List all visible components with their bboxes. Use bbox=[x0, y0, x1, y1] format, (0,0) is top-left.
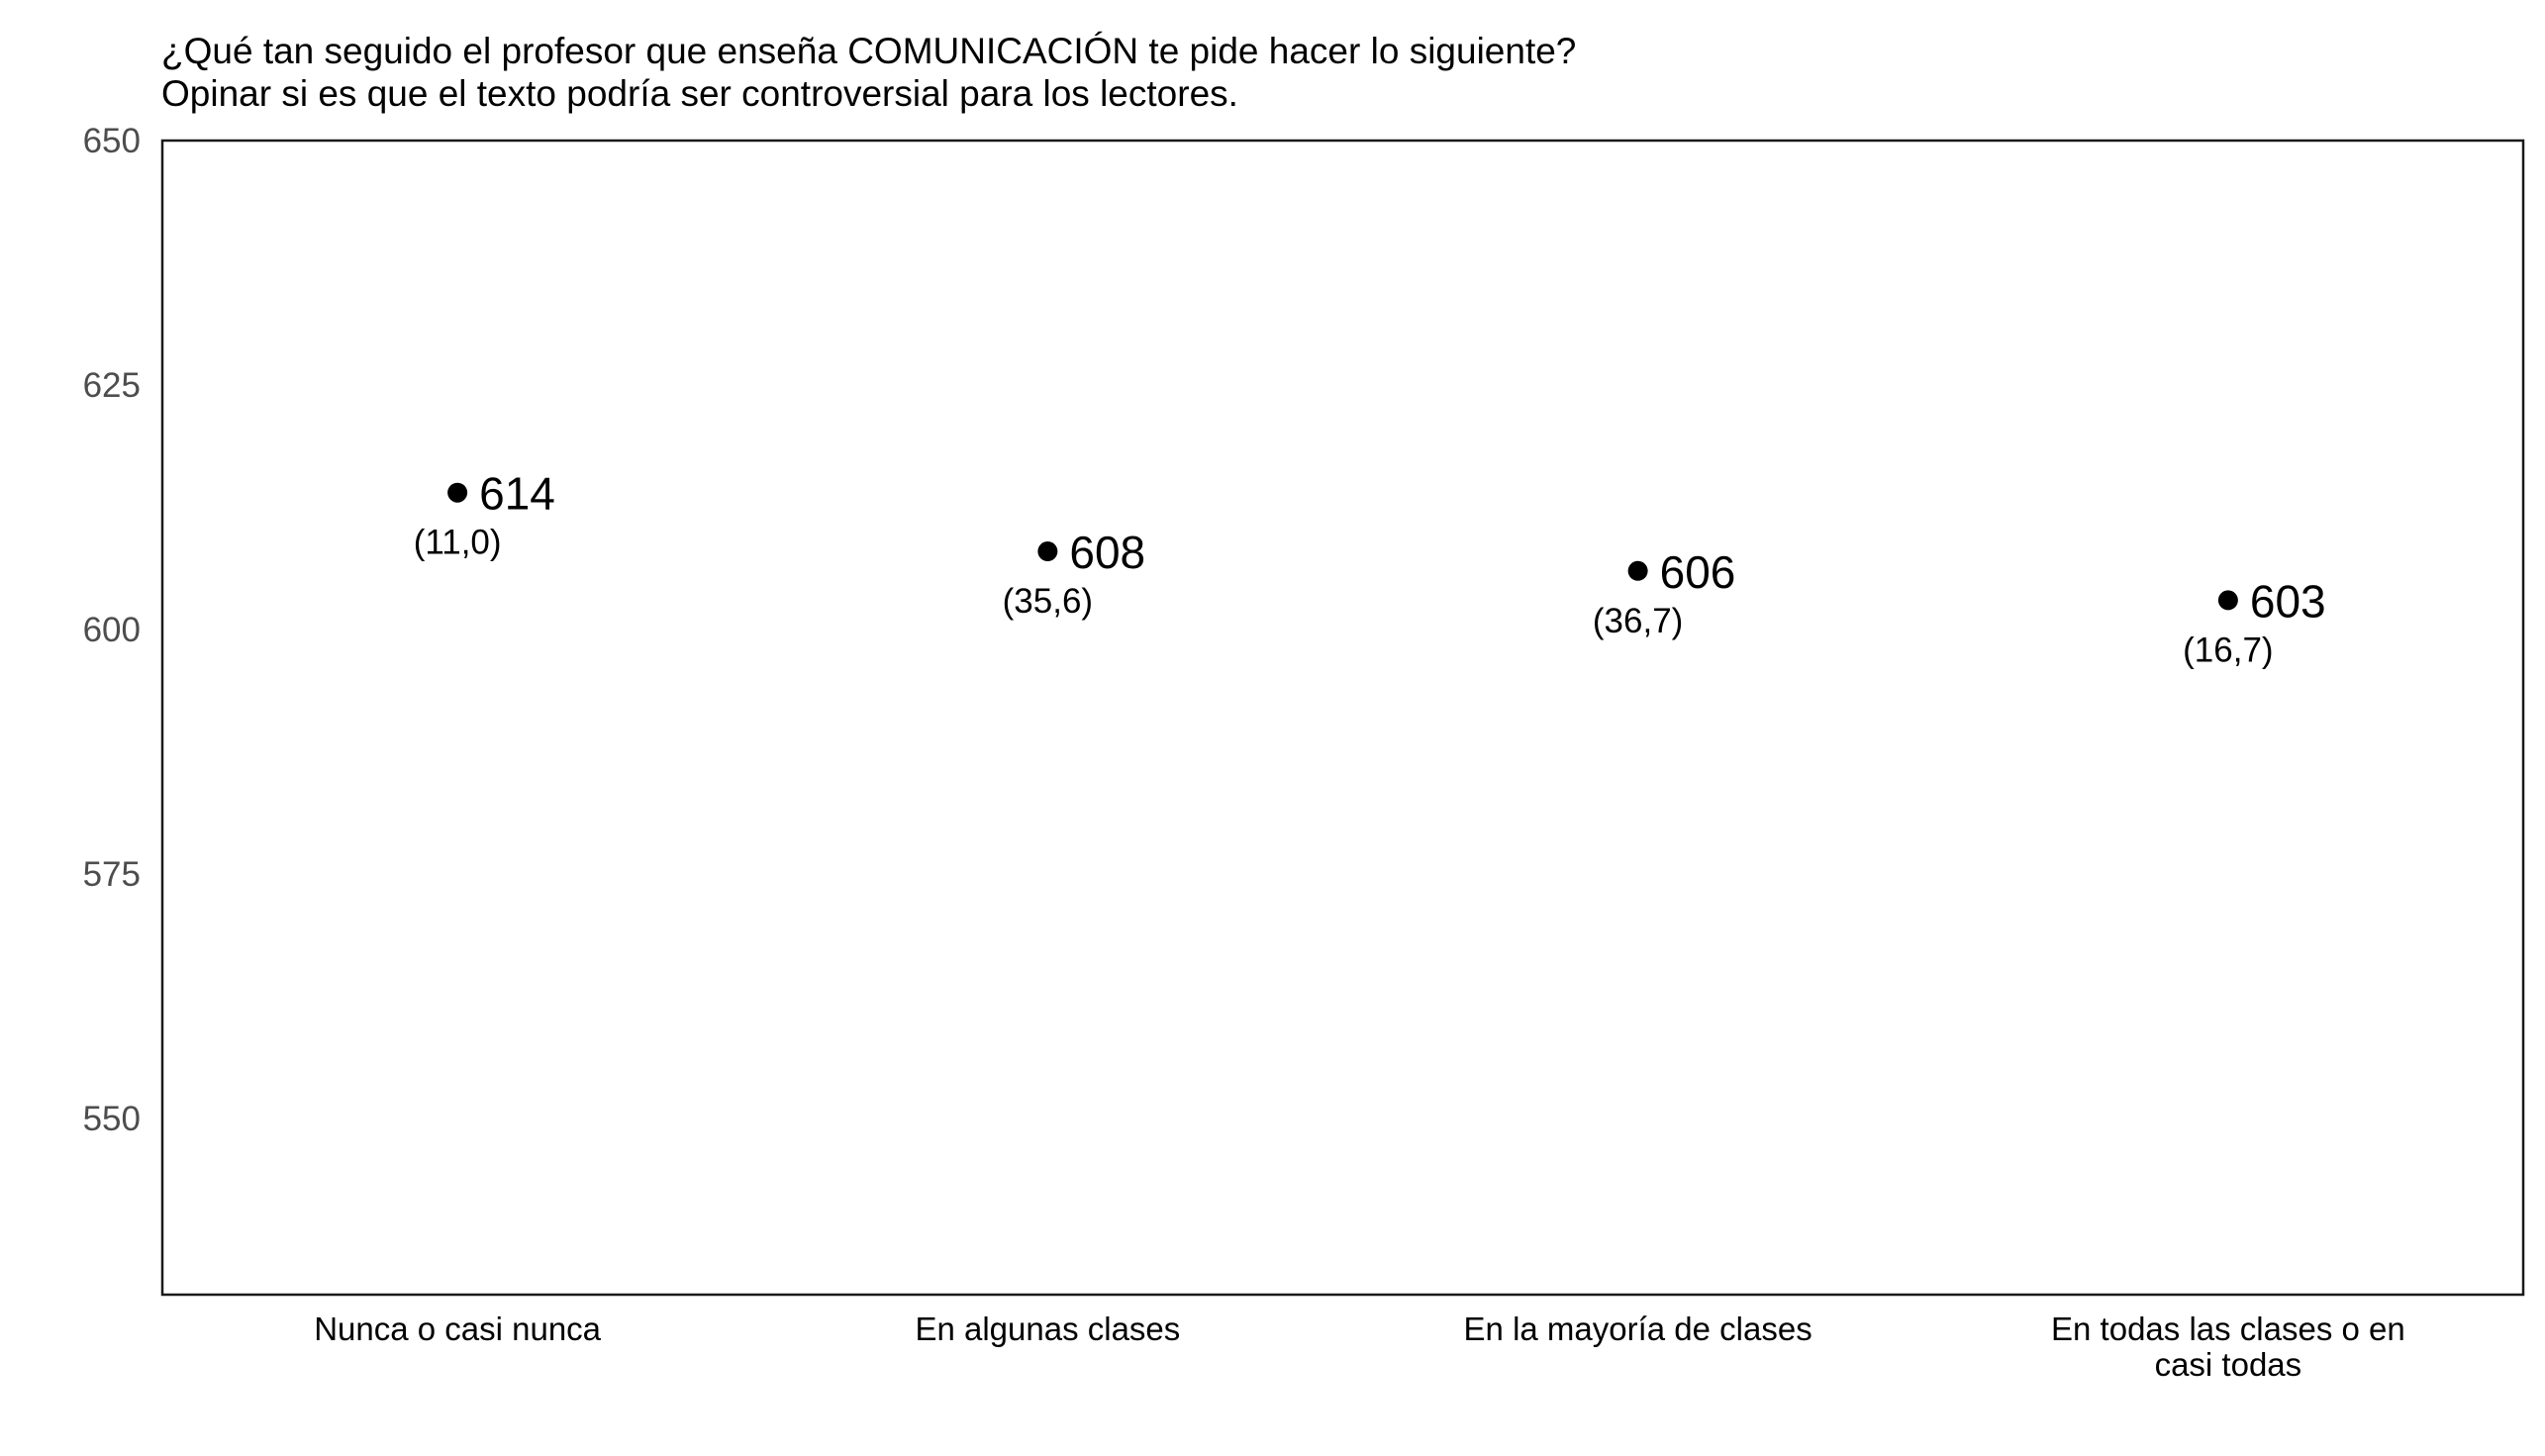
x-tick-label: En todas las clases o en casi todas bbox=[2051, 1310, 2405, 1383]
x-tick-label: Nunca o casi nunca bbox=[314, 1310, 601, 1347]
y-tick-label: 575 bbox=[83, 855, 141, 894]
x-tick-label-line: Nunca o casi nunca bbox=[314, 1310, 601, 1347]
x-tick-label-line: casi todas bbox=[2155, 1346, 2302, 1383]
percent-label: (36,7) bbox=[1593, 602, 1683, 640]
y-tick-label: 650 bbox=[83, 122, 141, 160]
chart-title: ¿Qué tan seguido el profesor que enseña … bbox=[161, 31, 1576, 71]
percent-label: (16,7) bbox=[2183, 631, 2273, 669]
data-point bbox=[1627, 560, 1648, 581]
x-axis: Nunca o casi nunca En algunas clases En la… bbox=[314, 1310, 2405, 1383]
data-label: 603 bbox=[2250, 575, 2326, 627]
chart-subtitle: Opinar si es que el texto podría ser con… bbox=[161, 73, 1238, 114]
percent-label: (11,0) bbox=[414, 524, 502, 562]
x-tick-label-line: En todas las clases o en bbox=[2051, 1310, 2405, 1347]
data-point bbox=[447, 482, 468, 503]
plot-frame bbox=[160, 139, 2525, 1297]
percent-label: (35,6) bbox=[1003, 582, 1093, 621]
y-axis: 550 575 600 625 650 bbox=[83, 122, 141, 1138]
data-marks: 614 (11,0) 608 (35,6) 606 (36,7) 603 (16,7) bbox=[414, 468, 2326, 670]
x-tick-label: En la mayoría de clases bbox=[1464, 1310, 1812, 1347]
y-tick-label: 600 bbox=[83, 611, 141, 649]
y-tick-label: 625 bbox=[83, 366, 141, 405]
data-point bbox=[2217, 590, 2238, 611]
x-tick-label-line: En algunas clases bbox=[915, 1310, 1180, 1347]
y-tick-label: 550 bbox=[83, 1100, 141, 1138]
data-label: 614 bbox=[479, 468, 555, 520]
x-tick-label-line: En la mayoría de clases bbox=[1464, 1310, 1812, 1347]
x-tick-label: En algunas clases bbox=[915, 1310, 1180, 1347]
data-label: 608 bbox=[1069, 527, 1145, 578]
data-label: 606 bbox=[1660, 546, 1736, 598]
data-point bbox=[1037, 541, 1058, 562]
